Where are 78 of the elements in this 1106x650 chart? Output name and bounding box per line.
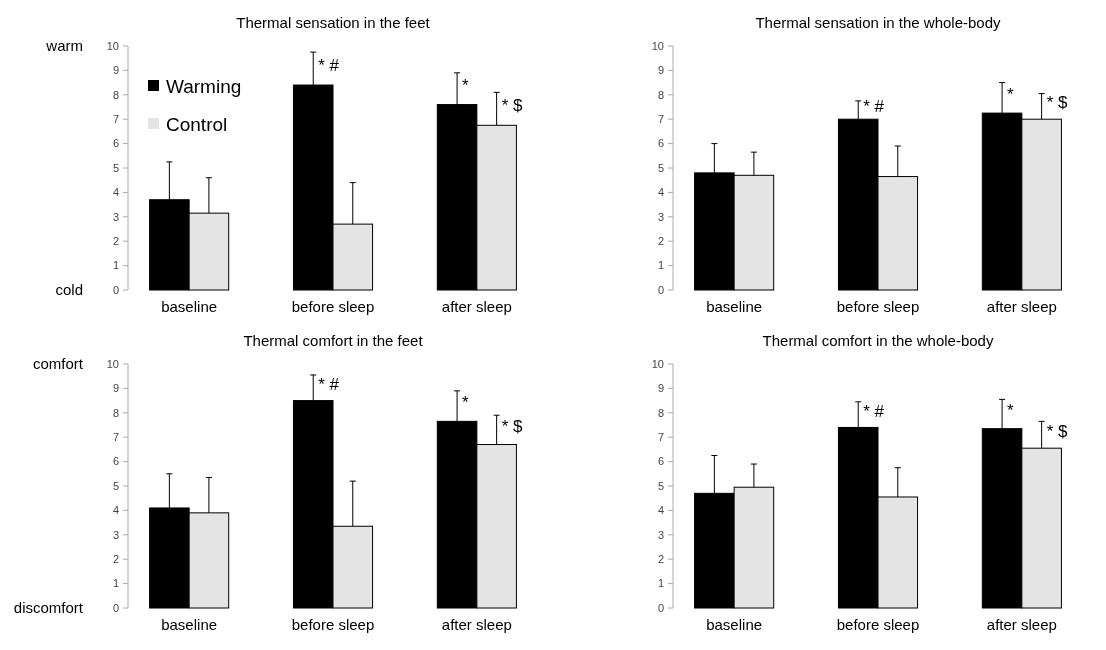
y-tick-label: 1 <box>657 577 664 590</box>
y-tick-label: 7 <box>112 113 119 126</box>
annotation: * $ <box>1046 421 1068 441</box>
annotation: * $ <box>501 416 523 436</box>
y-tick-label: 8 <box>657 406 664 419</box>
annotation: * <box>462 75 470 95</box>
y-tick-label: 6 <box>657 137 664 150</box>
annotation: * # <box>318 374 340 394</box>
y-tick-label: 2 <box>657 235 664 248</box>
annotation: * <box>1007 84 1015 104</box>
y-tick-label: 4 <box>112 186 119 199</box>
x-tick-label: after sleep <box>986 298 1057 315</box>
x-tick-label: after sleep <box>986 616 1057 633</box>
y-tick-label: 10 <box>106 39 119 52</box>
y-tick-label: 6 <box>112 455 119 468</box>
y-tick-label: 7 <box>657 113 664 126</box>
chart-title: Thermal sensation in the feet <box>236 14 431 31</box>
text: discomfort <box>13 599 84 617</box>
y-tick-label: 10 <box>651 39 664 52</box>
chart-title: Thermal comfort in the feet <box>243 332 424 349</box>
annotation: * $ <box>1046 93 1068 113</box>
x-tick-label: after sleep <box>441 298 512 315</box>
y-tick-label: 10 <box>651 357 664 370</box>
x-tick-label: baseline <box>161 298 218 315</box>
text: cold <box>55 281 83 299</box>
text: comfort <box>32 355 84 373</box>
x-tick-label: before sleep <box>836 298 920 315</box>
y-tick-label: 9 <box>112 64 119 77</box>
x-tick-label: before sleep <box>291 616 375 633</box>
y-tick-label: 1 <box>112 259 119 272</box>
text: warm <box>45 37 83 55</box>
y-tick-label: 2 <box>112 553 119 566</box>
annotation: * <box>462 393 470 413</box>
x-tick-label: before sleep <box>836 616 920 633</box>
y-tick-label: 5 <box>657 161 664 174</box>
y-tick-label: 6 <box>112 137 119 150</box>
y-tick-label: 0 <box>112 601 119 614</box>
annotation: * # <box>863 401 885 421</box>
y-tick-label: 8 <box>657 88 664 101</box>
y-tick-label: 9 <box>657 382 664 395</box>
y-tick-label: 0 <box>112 283 119 296</box>
y-tick-label: 5 <box>112 161 119 174</box>
y-tick-label: 4 <box>657 186 664 199</box>
x-tick-label: before sleep <box>291 298 375 315</box>
x-tick-label: baseline <box>706 616 763 633</box>
x-tick-label: after sleep <box>441 616 512 633</box>
y-tick-label: 4 <box>657 504 664 517</box>
y-tick-label: 5 <box>112 479 119 492</box>
x-tick-label: baseline <box>161 616 218 633</box>
chart-title: Thermal sensation in the whole-body <box>755 14 1002 31</box>
y-tick-label: 8 <box>112 88 119 101</box>
y-tick-label: 7 <box>112 431 119 444</box>
y-tick-label: 1 <box>657 259 664 272</box>
y-tick-label: 3 <box>112 528 119 541</box>
annotation: * # <box>318 55 340 75</box>
x-tick-label: baseline <box>706 298 763 315</box>
y-tick-label: 1 <box>112 577 119 590</box>
y-tick-label: 0 <box>657 601 664 614</box>
y-tick-label: 9 <box>112 382 119 395</box>
y-tick-label: 2 <box>657 553 664 566</box>
annotation: * # <box>863 97 885 116</box>
y-tick-label: 8 <box>112 406 119 419</box>
y-tick-label: 4 <box>112 504 119 517</box>
y-tick-label: 2 <box>112 235 119 248</box>
y-tick-label: 0 <box>657 283 664 296</box>
annotation: * <box>1007 400 1015 420</box>
chart-title: Thermal comfort in the whole-body <box>762 332 994 349</box>
y-tick-label: 3 <box>657 528 664 541</box>
y-tick-label: 9 <box>657 64 664 77</box>
y-tick-label: 6 <box>657 455 664 468</box>
legend-label: Warming <box>166 75 242 97</box>
y-tick-label: 3 <box>112 210 119 223</box>
y-tick-label: 3 <box>657 210 664 223</box>
legend-label: Control <box>166 113 228 135</box>
annotation: * $ <box>501 95 523 115</box>
y-tick-label: 10 <box>106 357 119 370</box>
y-tick-label: 5 <box>657 479 664 492</box>
y-tick-label: 7 <box>657 431 664 444</box>
